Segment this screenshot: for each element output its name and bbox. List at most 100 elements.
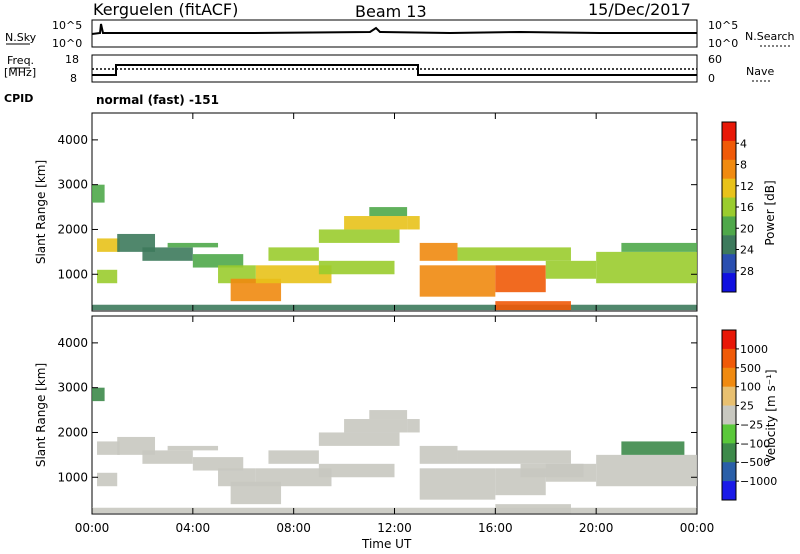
y-tick-label: 2000 (57, 222, 88, 236)
nave-tick-hi: 60 (708, 53, 722, 66)
colorbar-swatch (722, 140, 736, 161)
y-tick-label: 4000 (57, 336, 88, 350)
date-label: 15/Dec/2017 (588, 0, 691, 19)
heatmap-region (457, 450, 571, 464)
heatmap-region (92, 387, 105, 402)
heatmap-region (344, 419, 408, 433)
heatmap-region (318, 229, 400, 243)
velocity-ylabel: Slant Range [km] (34, 362, 48, 468)
heatmap-region (142, 450, 193, 464)
colorbar-tick-label: −100 (740, 437, 770, 450)
freq-tick-lo: 8 (70, 72, 77, 85)
heatmap-region (495, 301, 571, 311)
cpid-label: CPID (4, 92, 34, 105)
colorbar-swatch (722, 348, 736, 369)
heatmap-region (495, 265, 546, 293)
heatmap-region (419, 468, 496, 500)
heatmap-region (218, 468, 256, 487)
power-heatmap (92, 184, 697, 311)
heatmap-region (419, 445, 458, 464)
heatmap-region (142, 247, 193, 261)
colorbar-tick-label: 28 (740, 265, 754, 278)
colorbar-tick-label: 20 (740, 222, 754, 235)
colorbar-tick-label: 24 (740, 244, 754, 257)
nsearch-label: N.Search (745, 30, 795, 43)
colorbar-swatch (722, 443, 736, 463)
beam-label: Beam 13 (355, 2, 427, 21)
heatmap-region (230, 278, 282, 302)
freq-label-1: Freq. (7, 54, 35, 67)
nsky-label: N.Sky (5, 31, 37, 44)
power-axes: 1000 2000 3000 4000 (57, 113, 698, 311)
heatmap-region (621, 441, 685, 455)
heatmap-region (369, 207, 408, 217)
freq-trace (92, 64, 697, 76)
heatmap-region (596, 454, 697, 487)
colorbar-swatch (722, 386, 736, 407)
colorbar-swatch (722, 330, 736, 350)
nsky-trace (91, 23, 697, 35)
heatmap-region (344, 216, 408, 230)
nave-tick-lo: 0 (708, 72, 715, 85)
x-tick-label: 00:00 (680, 521, 715, 535)
colorbar-tick-label: 16 (740, 201, 754, 214)
heatmap-region (192, 457, 244, 471)
heatmap-region (255, 265, 332, 284)
colorbar-swatch (722, 424, 736, 444)
colorbar-tick-label: 500 (740, 362, 761, 375)
colorbar-tick-label: 12 (740, 180, 754, 193)
heatmap-region (621, 242, 697, 252)
heatmap-region (495, 504, 571, 514)
colorbar-tick-label: 25 (740, 400, 754, 413)
colorbar-tick-label: 1000 (740, 343, 768, 356)
heatmap-region (419, 242, 458, 261)
x-axis-title: Time UT (362, 537, 412, 551)
heatmap-region (255, 468, 332, 487)
colorbar-tick-label: −1000 (740, 475, 777, 488)
colorbar-tick-label: −500 (740, 456, 770, 469)
power-colorbar: 28 24 20 16 12 8 4 (721, 121, 754, 293)
colorbar-swatch (722, 159, 736, 180)
colorbar-tick-label: 8 (740, 159, 747, 172)
station-title: Kerguelen (fitACF) (93, 0, 239, 19)
velocity-colorbar: −1000 −500 −100 −25 25 100 500 1000 (721, 329, 777, 501)
heatmap-region (97, 441, 120, 455)
nave-label: Nave (746, 65, 775, 78)
heatmap-region (407, 419, 420, 433)
velocity-cbar-label: Velocity [m s⁻¹] (764, 369, 778, 463)
heatmap-region (318, 463, 395, 478)
y-tick-label: 2000 (57, 425, 88, 439)
colorbar-swatch (722, 254, 736, 274)
freq-panel-frame (91, 54, 698, 83)
colorbar-swatch (722, 197, 736, 217)
colorbar-swatch (722, 235, 736, 255)
velocity-axes: 1000 2000 3000 4000 00:00 04:00 08:00 12:00 16:0… (57, 316, 714, 535)
freq-tick-hi: 18 (65, 53, 79, 66)
x-tick-label: 00:00 (75, 521, 110, 535)
heatmap-region (218, 265, 256, 284)
heatmap-region (117, 233, 156, 252)
heatmap-region (457, 247, 571, 261)
x-tick-label: 16:00 (478, 521, 513, 535)
colorbar-tick-label: 4 (740, 137, 747, 150)
x-tick-label: 08:00 (276, 521, 311, 535)
colorbar-swatch (722, 367, 736, 388)
heatmap-region (167, 445, 219, 451)
freq-label-2: [MHz] (4, 66, 37, 79)
x-tick-label: 12:00 (377, 521, 412, 535)
colorbar-tick-label: 100 (740, 381, 761, 394)
heatmap-region (268, 450, 319, 464)
heatmap-region (97, 269, 118, 284)
colorbar-frame (721, 329, 737, 501)
colorbar-swatch (722, 122, 736, 142)
nsky-ticks-lo: 10^0 (52, 37, 83, 50)
colorbar-swatch (722, 178, 736, 199)
heatmap-region (97, 238, 120, 252)
heatmap-region (369, 410, 408, 420)
heatmap-region (407, 216, 420, 230)
cpid-value: normal (fast) -151 (96, 93, 219, 107)
y-tick-label: 1000 (57, 470, 88, 484)
colorbar-tick-label: −25 (740, 418, 763, 431)
heatmap-region (545, 260, 597, 279)
